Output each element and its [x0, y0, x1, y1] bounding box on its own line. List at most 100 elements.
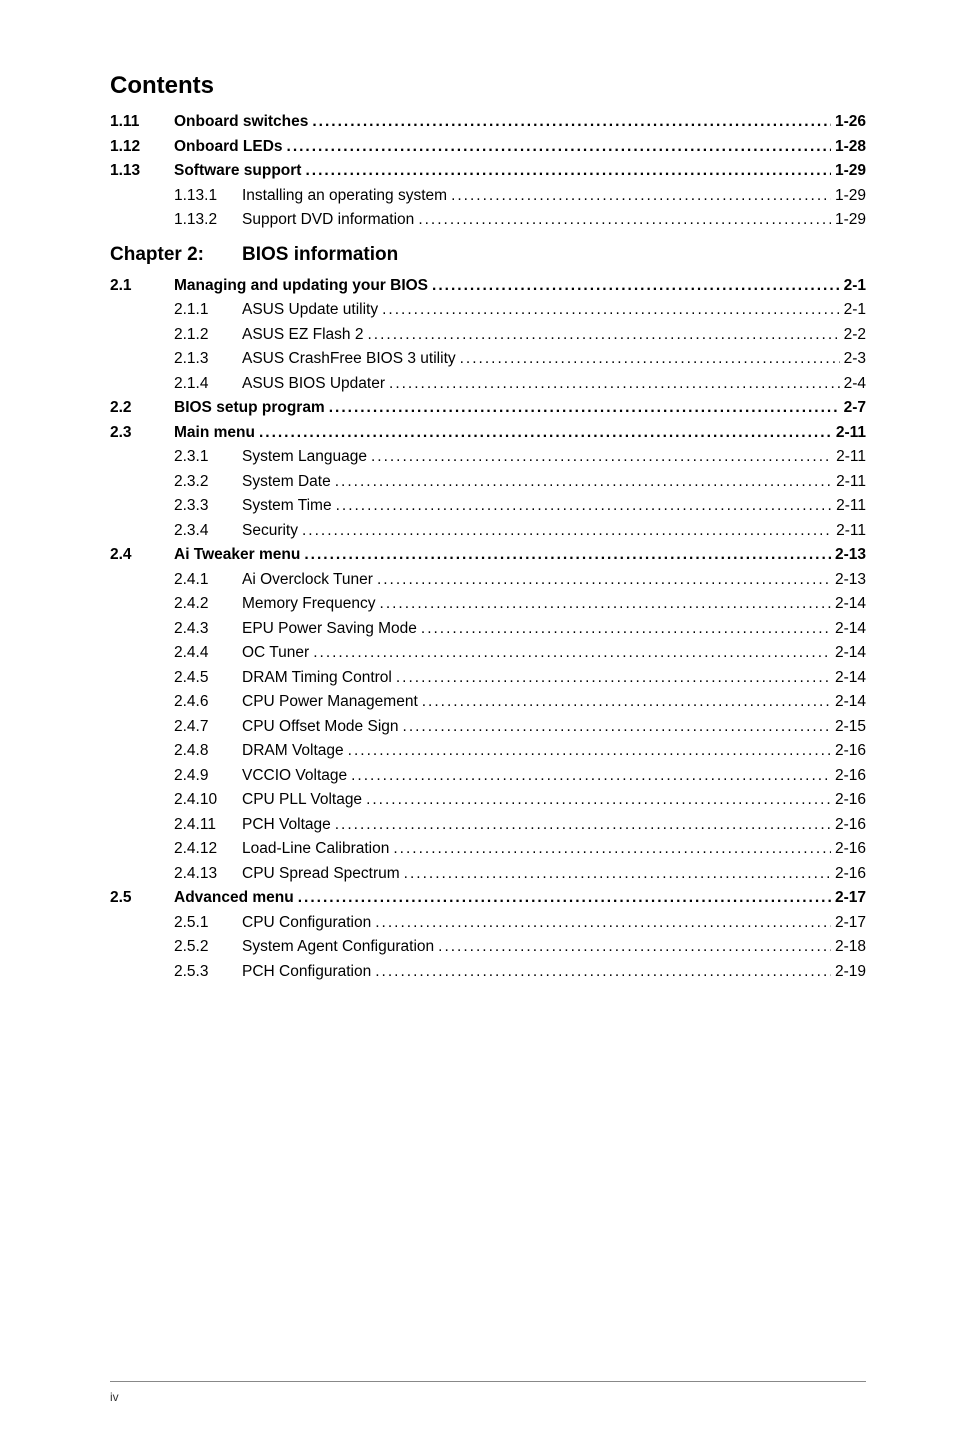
toc-row: 2.2BIOS setup program ..................…: [110, 400, 866, 416]
toc-label: ASUS Update utility: [242, 302, 378, 318]
toc-label: System Time: [242, 498, 332, 514]
toc-leader-dots: ........................................…: [305, 163, 831, 179]
toc-label: Memory Frequency: [242, 596, 376, 612]
toc-row: 2.5Advanced menu .......................…: [110, 890, 866, 906]
toc-number: 2.3.1: [110, 449, 242, 465]
toc-row: 2.1.3ASUS CrashFree BIOS 3 utility .....…: [110, 351, 866, 367]
toc-number: 1.12: [110, 139, 174, 155]
toc-page: 2-16: [835, 743, 866, 759]
toc-label: CPU Configuration: [242, 915, 371, 931]
toc-label: Main menu: [174, 425, 255, 441]
toc-page: 2-7: [844, 400, 866, 416]
toc-page: 2-16: [835, 817, 866, 833]
chapter-title: BIOS information: [242, 244, 398, 265]
toc-row: 2.1Managing and updating your BIOS .....…: [110, 278, 866, 294]
toc-row: 2.4.8DRAM Voltage ......................…: [110, 743, 866, 759]
toc-row: 2.1.1ASUS Update utility ...............…: [110, 302, 866, 318]
toc-number: 2.5: [110, 890, 174, 906]
toc-row: 2.4.11PCH Voltage ......................…: [110, 817, 866, 833]
toc-number: 2.4.6: [110, 694, 242, 710]
toc-page: 2-13: [835, 572, 866, 588]
toc-label: Managing and updating your BIOS: [174, 278, 428, 294]
toc-leader-dots: ........................................…: [451, 188, 831, 204]
toc-number: 2.4.12: [110, 841, 242, 857]
toc-label: CPU Offset Mode Sign: [242, 719, 399, 735]
footer-rule: [110, 1381, 866, 1382]
toc-leader-dots: ........................................…: [367, 327, 839, 343]
toc-page: 2-19: [835, 964, 866, 980]
toc-page: 2-11: [836, 449, 866, 465]
toc-label: Ai Tweaker menu: [174, 547, 300, 563]
toc-page: 1-29: [835, 212, 866, 228]
toc-leader-dots: ........................................…: [348, 743, 831, 759]
toc-label: ASUS BIOS Updater: [242, 376, 385, 392]
toc-page: 2-4: [844, 376, 866, 392]
toc-row: 2.4.3EPU Power Saving Mode .............…: [110, 621, 866, 637]
toc-leader-dots: ........................................…: [304, 547, 831, 563]
toc-page: 2-14: [835, 645, 866, 661]
toc-number: 2.4.13: [110, 866, 242, 882]
toc-leader-dots: ........................................…: [366, 792, 831, 808]
toc-page: 2-15: [835, 719, 866, 735]
toc-leader-dots: ........................................…: [382, 302, 839, 318]
toc-row: 2.4.12Load-Line Calibration.............…: [110, 841, 866, 857]
toc-row: 1.13Software support....................…: [110, 163, 866, 179]
toc-leader-dots: ........................................…: [287, 139, 831, 155]
toc-leader-dots: ........................................…: [380, 596, 831, 612]
toc-leader-dots: ........................................…: [418, 212, 831, 228]
toc-page: 2-3: [844, 351, 866, 367]
toc-number: 2.4.5: [110, 670, 242, 686]
toc-page: 2-17: [835, 890, 866, 906]
toc-number: 2.4.9: [110, 768, 242, 784]
toc-number: 1.13.1: [110, 188, 242, 204]
toc-page: 2-14: [835, 621, 866, 637]
toc-page: 2-2: [844, 327, 866, 343]
toc-number: 2.4.11: [110, 817, 242, 833]
toc-label: Onboard switches: [174, 114, 308, 130]
toc-row: 2.3.2System Date .......................…: [110, 474, 866, 490]
toc-row: 2.1.2ASUS EZ Flash 2....................…: [110, 327, 866, 343]
toc-number: 1.13: [110, 163, 174, 179]
toc-label: CPU Power Management: [242, 694, 418, 710]
toc-row: 2.3.3System Time .......................…: [110, 498, 866, 514]
toc-number: 2.1.3: [110, 351, 242, 367]
toc-leader-dots: ........................................…: [438, 939, 831, 955]
toc-page: 2-16: [835, 841, 866, 857]
toc-number: 2.2: [110, 400, 174, 416]
toc-page: 2-14: [835, 694, 866, 710]
toc-leader-dots: ........................................…: [460, 351, 840, 367]
toc-label: Installing an operating system: [242, 188, 447, 204]
toc-leader-dots: ........................................…: [432, 278, 840, 294]
toc-number: 2.4.8: [110, 743, 242, 759]
toc-page: 2-11: [836, 523, 866, 539]
toc-container: 1.11Onboard switches....................…: [110, 114, 866, 979]
toc-page: 2-18: [835, 939, 866, 955]
toc-label: Advanced menu: [174, 890, 294, 906]
page-title: Contents: [110, 72, 866, 100]
toc-label: DRAM Voltage: [242, 743, 344, 759]
toc-row: 1.11Onboard switches....................…: [110, 114, 866, 130]
toc-label: Support DVD information: [242, 212, 414, 228]
toc-number: 2.4: [110, 547, 174, 563]
toc-leader-dots: ........................................…: [403, 719, 831, 735]
toc-label: BIOS setup program: [174, 400, 325, 416]
toc-label: VCCIO Voltage: [242, 768, 347, 784]
toc-label: ASUS EZ Flash 2: [242, 327, 363, 343]
toc-row: 2.4.7CPU Offset Mode Sign...............…: [110, 719, 866, 735]
toc-number: 2.3.3: [110, 498, 242, 514]
toc-page: 2-13: [835, 547, 866, 563]
toc-leader-dots: ........................................…: [351, 768, 831, 784]
toc-row: 2.1.4ASUS BIOS Updater..................…: [110, 376, 866, 392]
toc-leader-dots: ........................................…: [302, 523, 832, 539]
toc-leader-dots: ........................................…: [371, 449, 832, 465]
toc-page: 2-16: [835, 866, 866, 882]
toc-row: 2.4.5DRAM Timing Control ...............…: [110, 670, 866, 686]
toc-label: PCH Voltage: [242, 817, 331, 833]
toc-leader-dots: ........................................…: [336, 498, 833, 514]
toc-page: 1-29: [835, 163, 866, 179]
toc-number: 1.11: [110, 114, 174, 130]
toc-page: 2-1: [844, 302, 866, 318]
toc-row: 2.3.1System Language ...................…: [110, 449, 866, 465]
toc-leader-dots: ........................................…: [312, 114, 831, 130]
toc-leader-dots: ........................................…: [298, 890, 831, 906]
